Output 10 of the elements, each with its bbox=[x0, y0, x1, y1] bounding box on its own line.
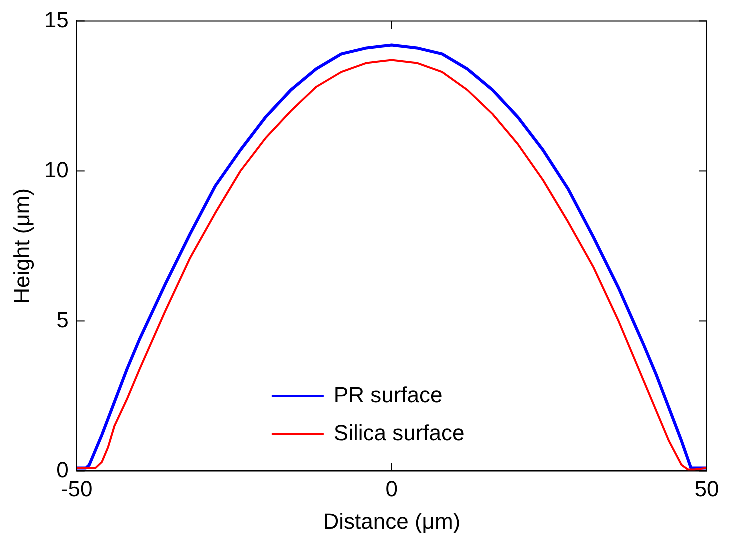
y-tick-label: 5 bbox=[56, 307, 69, 332]
x-tick-label: 50 bbox=[694, 476, 720, 502]
y-axis-title: Height (μm) bbox=[9, 188, 34, 304]
y-tick-label: 0 bbox=[56, 457, 69, 482]
y-tick-label: 10 bbox=[44, 157, 69, 182]
legend-label: PR surface bbox=[334, 382, 443, 408]
x-axis-title: Distance (μm) bbox=[323, 508, 461, 534]
legend-label: Silica surface bbox=[334, 420, 465, 446]
x-tick-label: 0 bbox=[386, 476, 398, 502]
y-tick-label: 15 bbox=[44, 7, 69, 32]
